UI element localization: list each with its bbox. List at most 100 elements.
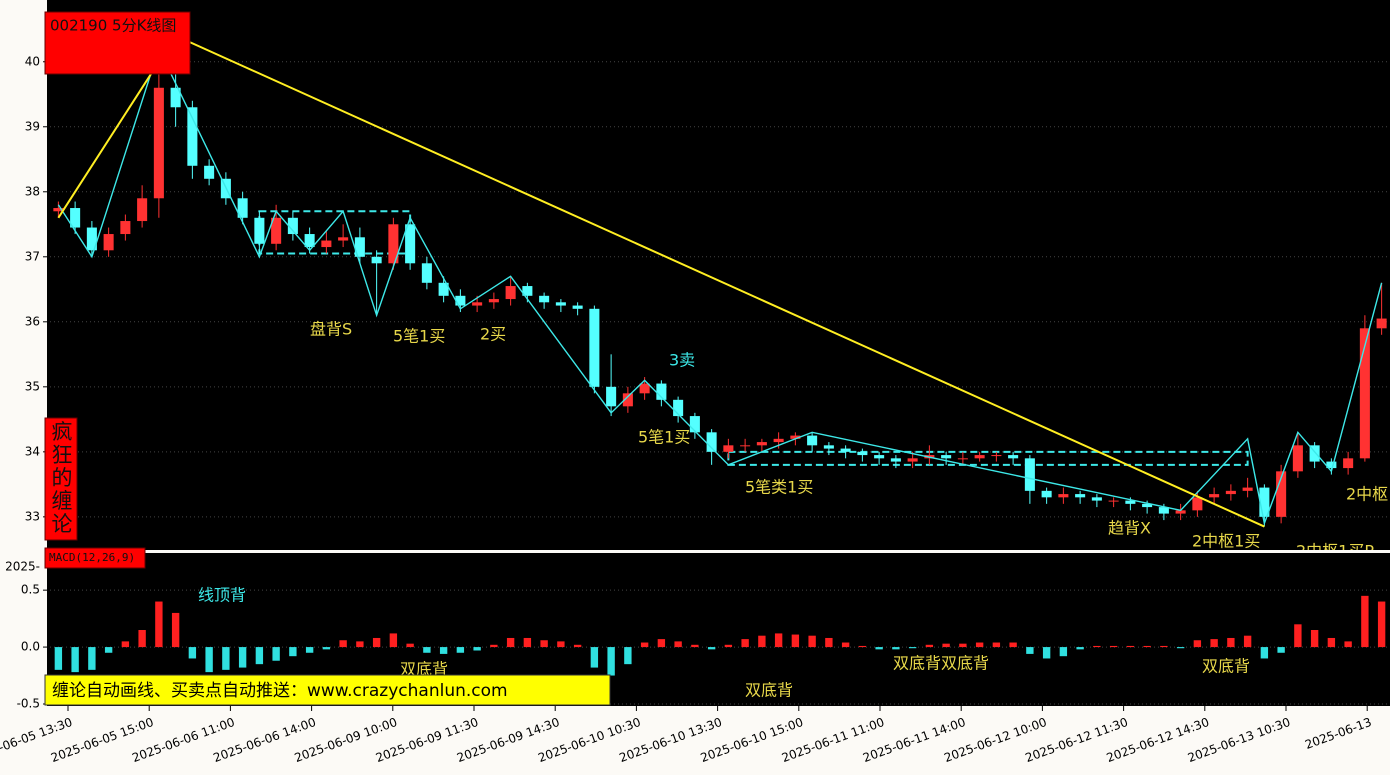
candle-body [86, 227, 97, 251]
macd-bar [825, 637, 833, 648]
candle-body [1158, 507, 1169, 514]
macd-bar [858, 645, 867, 648]
annotation: 2买 [480, 325, 506, 344]
macd-bar [841, 642, 850, 648]
macd-bar [724, 644, 733, 648]
candle-body [957, 458, 968, 460]
y-tick-label: 38 [25, 184, 40, 198]
macd-bar [1093, 645, 1101, 648]
candle-body [254, 217, 265, 244]
candle-body [287, 217, 298, 235]
candle-body [388, 224, 399, 264]
y-tick-label: 0.5 [21, 583, 40, 597]
macd-bar [1193, 640, 1202, 648]
candle-body [974, 455, 985, 459]
macd-bar [1243, 635, 1252, 648]
side-label: 疯狂的缠论 [52, 420, 73, 536]
macd-bar [1042, 647, 1051, 659]
candle-body [1242, 487, 1253, 491]
macd-bar [1126, 645, 1135, 648]
candle-body [874, 455, 885, 459]
macd-bar [205, 647, 213, 673]
y-tick-label: 36 [25, 314, 40, 328]
candle-body [840, 448, 851, 452]
macd-bar [657, 639, 666, 648]
candle-body [271, 217, 282, 244]
macd-bar [523, 637, 532, 648]
candle-body [455, 295, 466, 306]
macd-bar [758, 635, 766, 648]
candle-body [405, 224, 416, 264]
candle-body [1125, 500, 1136, 504]
macd-bar [171, 612, 180, 648]
candle-body [656, 383, 667, 400]
macd-bar [741, 639, 749, 648]
macd-bar [406, 643, 414, 648]
candle-body [488, 299, 499, 303]
macd-bar [925, 644, 934, 648]
macd-bar [975, 642, 984, 648]
macd-bar [255, 647, 264, 665]
candle-body [103, 234, 114, 251]
candle-body [1142, 503, 1153, 508]
candle-body [472, 302, 483, 306]
candle-body [1225, 490, 1236, 495]
y-tick-label: 34 [25, 444, 40, 458]
annotation: 双底背 [400, 660, 448, 679]
candle-body [1008, 455, 1019, 459]
macd-bar [305, 647, 314, 653]
candle-body [1075, 494, 1086, 498]
annotation: 5笔类1买 [745, 478, 813, 497]
candle-body [1309, 445, 1320, 462]
candle-body [673, 399, 684, 417]
candle-body [522, 286, 533, 296]
macd-bar [339, 640, 347, 648]
candle-body [823, 445, 834, 449]
y-tick-label: 37 [25, 249, 40, 263]
main-panel [47, 0, 1390, 550]
macd-bar [707, 647, 716, 650]
macd-bar [1277, 647, 1285, 653]
macd-bar [506, 637, 515, 648]
y-tick-label: 35 [25, 379, 40, 393]
macd-bar [439, 647, 448, 654]
candle-body [857, 451, 868, 456]
title-box [44, 11, 191, 75]
macd-bar [691, 644, 699, 648]
macd-title: MACD(12,26,9) [49, 551, 135, 564]
candle-body [1292, 445, 1303, 472]
macd-bar [774, 633, 783, 648]
y-tick-label: 0.0 [21, 640, 40, 654]
candle-body [1359, 328, 1370, 459]
macd-title-box [44, 547, 146, 569]
macd-bar [238, 647, 247, 668]
candle-body [1041, 490, 1052, 498]
candle-body [321, 240, 332, 248]
candle-body [539, 295, 550, 303]
macd-bar [356, 641, 364, 648]
macd-bar [557, 641, 565, 648]
annotation: 趋背X [1108, 519, 1151, 538]
macd-bar [456, 647, 465, 653]
candle-body [572, 305, 583, 309]
candle-body [170, 87, 181, 108]
macd-bar [289, 647, 297, 657]
annotation: 2中枢 [1346, 485, 1388, 504]
macd-bar [1109, 645, 1118, 648]
candle-body [589, 308, 600, 387]
macd-bar [540, 640, 548, 648]
annotation: 线顶背 [198, 586, 246, 605]
candle-body [187, 107, 198, 166]
candle-body [606, 386, 617, 407]
macd-bar [1176, 647, 1185, 649]
candle-body [1326, 461, 1337, 469]
candle-body [991, 455, 1002, 457]
y-tick-label: 33 [25, 509, 40, 523]
banner: 缠论自动画线、买卖点自动推送：www.crazychanlun.com [52, 681, 508, 701]
candle-body [740, 445, 751, 447]
macd-bar [322, 647, 331, 650]
macd-bar [222, 647, 230, 670]
macd-bar [791, 634, 800, 648]
macd-bar [875, 647, 883, 650]
